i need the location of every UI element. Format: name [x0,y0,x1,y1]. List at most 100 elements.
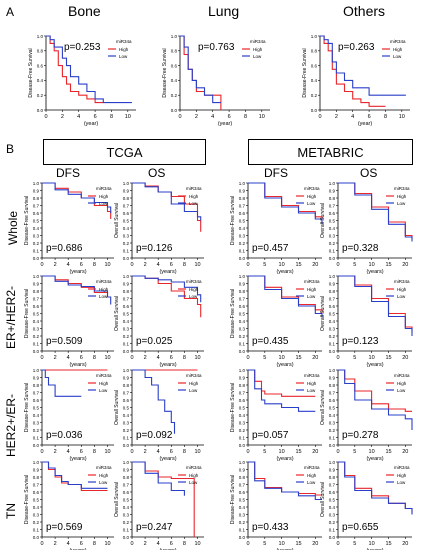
panel-a-plot-1-ytick-label: 0.0 [37,108,44,113]
panel-b-r4-c3-xtick-label: 20 [312,541,318,547]
panel-b-r3-c3-ytick-label: 1.0 [239,368,246,373]
panel-a-plot-3-legend-title: miR34a [390,39,406,44]
panel-b-r3-c2-xtick-label: 6 [170,449,173,455]
panel-b-r1-c2-legend-title: miR34a [186,186,202,191]
panel-b-r4-c4-legend-high-label: High [397,473,407,478]
panel-b-r2-c4-ytick-label: 0.1 [329,341,336,346]
panel-b-r2-c3-ytick-label: 1.0 [239,274,246,279]
panel-a-plot-1-xtick-label: 6 [94,114,97,120]
panel-b-r1-c1-p-value: p=0.686 [46,243,83,254]
panel-b-r4-c4-series-low-line [338,461,413,515]
dataset-box-metabric: METABRIC [248,139,413,165]
panel-b-r2-c3-legend-title: miR34a [304,279,320,284]
panel-b-r1-c2-xtick-label: 8 [183,262,186,268]
panel-b-r4-c3-xtick-label: 15 [295,541,301,547]
panel-b-r4-c4-xtick-label: 10 [369,541,375,547]
panel-b-r4-c1-xtick-label: 8 [93,541,96,547]
panel-b-r4-c1-ytick-label: 0.3 [33,512,40,517]
panel-b-r1-c1-ylabel: Disease-Free Survival [24,196,30,245]
panel-b-r3-c4-xtick-label: 0 [336,449,339,455]
panel-b-r3-c3-ytick-label: 0.7 [239,390,246,395]
panel-a-plot-1-ylabel: Disease-Free Survival [28,48,34,97]
panel-b-r3-c3-xtick-label: 10 [279,449,285,455]
panel-b-r4-c1-ytick-label: 0.4 [33,505,40,510]
panel-b-r3-c2-ytick-label: 0.0 [123,443,130,448]
panel-a-plot-2-ytick-label: 0.0 [171,108,178,113]
panel-b-r2-c2-ytick-label: 0.5 [123,311,130,316]
panel-b-r1-c3-ytick-label: 0.4 [239,226,246,231]
panel-b-r2-c3-legend-low-label: Low [307,294,316,299]
panel-b-r3-c2-legend-low-label: Low [189,388,198,393]
panel-b-r3-c1-xtick-label: 2 [54,449,57,455]
panel-b-r2-c4-xtick-label: 15 [385,355,391,361]
panel-b-r1-c1-xtick-label: 2 [54,262,57,268]
panel-b-r3-c4-xtick-label: 20 [402,449,408,455]
panel-b-r1-c2-ytick-label: 0.8 [123,196,130,201]
panel-b-r2-c4-xtick-label: 10 [369,355,375,361]
panel-b-r2-c1-p-value: p=0.509 [46,336,83,347]
panel-b-r2-c1-xtick-label: 6 [80,355,83,361]
panel-b-r4-c4-xtick-label: 0 [336,541,339,547]
panel-b-r4-c3-xtick-label: 0 [246,541,249,547]
panel-a-plot-2-xtick-label: 0 [178,114,181,120]
panel-b-r4-c3-ytick-label: 0.8 [239,475,246,480]
panel-a-plot-3-legend-low-label: Low [393,54,402,59]
panel-b-r2-c2-ylabel: Overall Survival [114,296,120,331]
panel-b-r3-c3-ytick-label: 0.0 [239,443,246,448]
panel-b-r2-c1-ytick-label: 0.9 [33,281,40,286]
panel-b-r4-c4-ytick-label: 0.3 [329,512,336,517]
panel-b-r4-c1-ytick-label: 0.8 [33,475,40,480]
panel-b-r2-c2-legend-high-label: High [189,287,199,292]
panel-b-r2-c1-ytick-label: 1.0 [33,274,40,279]
panel-b-r1-c4-ytick-label: 0.0 [329,256,336,261]
panel-b-r3-c1-ytick-label: 0.8 [33,383,40,388]
panel-b-r2-c4-ytick-label: 0.7 [329,296,336,301]
panel-b-r1-c4-ytick-label: 0.4 [329,226,336,231]
panel-b-r1-c4-ytick-label: 0.8 [329,196,336,201]
panel-b-r1-c2-xtick-label: 0 [130,262,133,268]
panel-b-r4-c3-series-low-line [248,461,322,501]
panel-b-r4-c4-ytick-label: 0.2 [329,520,336,525]
panel-a-plot-2-legend-title: miR34a [250,39,266,44]
panel-b-r4-c2-ytick-label: 0.1 [123,527,130,532]
panel-b-r4-c2-ytick-label: 0.7 [123,482,130,487]
panel-b-r1-c2-legend-high-label: High [189,194,199,199]
panel-b-r4-c1-xlabel: (years) [69,548,86,550]
panel-b-r2-c1-ytick-label: 0.2 [33,334,40,339]
panel-b-r4-c1-p-value: p=0.569 [46,522,83,533]
panel-b-r4-c3-xtick-label: 10 [279,541,285,547]
panel-b-r1-c3-xtick-label: 0 [246,262,249,268]
panel-b-r3-c1-ytick-label: 0.5 [33,405,40,410]
panel-a-plot-2-ytick-label: 0.4 [171,78,178,83]
panel-b-r1-c4-ytick-label: 0.6 [329,211,336,216]
panel-b-r4-c1-ytick-label: 1.0 [33,460,40,465]
panel-b-r4-c1-xtick-label: 0 [40,541,43,547]
panel-b-r2-c3-series-low-line [248,275,323,318]
panel-b-r3-c3-p-value: p=0.057 [252,430,289,441]
panel-b-r4-c2-ytick-label: 0.0 [123,535,130,540]
panel-b-r3-c2-ytick-label: 0.5 [123,405,130,410]
panel-b-r1-c4-xlabel: (years) [366,269,383,275]
panel-b-r3-c2-xtick-label: 4 [157,449,160,455]
panel-b-r1-c2-xtick-label: 2 [144,262,147,268]
panel-b-r1-c3-ytick-label: 1.0 [239,181,246,186]
panel-b-r3-c4-ytick-label: 0.3 [329,420,336,425]
panel-a-plot-3-xtick-label: 2 [335,114,338,120]
panel-b-r2-c2-series-low-line [132,275,202,303]
panel-a-plot-1-legend-high-label: High [119,47,129,52]
panel-b-r4-c2-legend-low-label: Low [189,480,198,485]
panel-b-r4-c1-xtick-label: 2 [54,541,57,547]
panel-b-r4-c4-p-value: p=0.655 [342,522,379,533]
panel-b-r4-c3-ytick-label: 0.4 [239,505,246,510]
panel-b-r1-c3-legend-title: miR34a [304,186,320,191]
panel-a-plot-2-ytick-label: 1.0 [171,34,178,39]
panel-b-r1-c4-ytick-label: 0.2 [329,241,336,246]
panel-b-r1-c2-p-value: p=0.126 [136,243,173,254]
panel-b-r1-c3-ytick-label: 0.5 [239,218,246,223]
panel-b-r3-c4-ytick-label: 1.0 [329,368,336,373]
panel-b-r1-c4-xtick-label: 15 [385,262,391,268]
panel-b-r2-c3-ytick-label: 0.3 [239,326,246,331]
panel-b-r2-c4-p-value: p=0.123 [342,336,379,347]
panel-a-letter: A [6,5,15,19]
panel-b-r3-c1-ytick-label: 0.0 [33,443,40,448]
